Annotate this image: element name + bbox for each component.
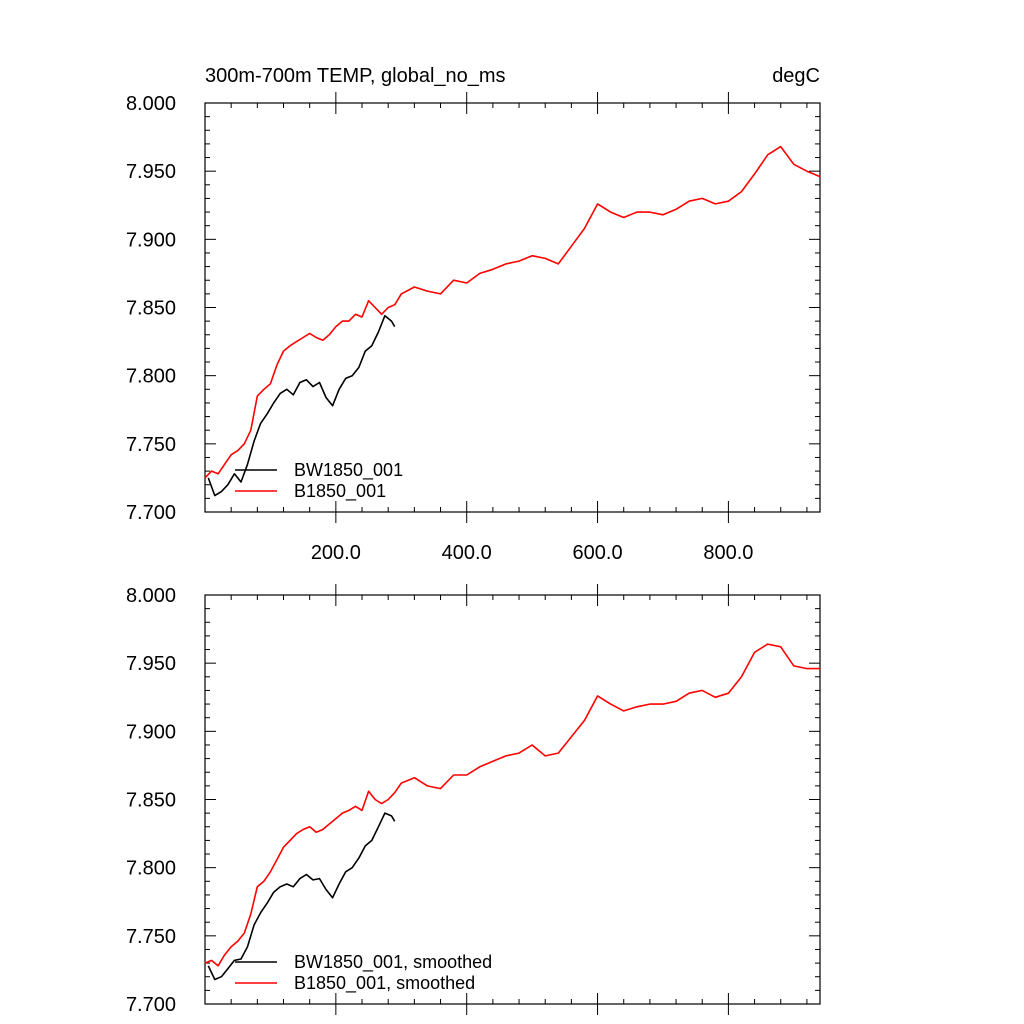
y-tick-label: 7.700 [126, 994, 176, 1016]
units-label: degC [772, 65, 820, 87]
x-tick-label: 200.0 [311, 542, 361, 564]
y-tick-label: 7.800 [126, 858, 176, 880]
y-tick-label: 7.900 [126, 721, 176, 743]
plot-frame [204, 594, 821, 1005]
y-tick-label: 7.850 [126, 298, 176, 320]
bottom-panel: 7.700 7.750 7.800 7.850 7.900 7.950 8.000 BW185… [126, 584, 821, 1016]
top-panel: 7.700 7.750 7.800 7.850 7.900 7.950 8.000 200.0… [126, 92, 821, 564]
y-tick-label: 8.000 [126, 585, 176, 607]
legend-label: B1850_001 [294, 481, 386, 502]
y-tick-label: 7.750 [126, 434, 176, 456]
y-tick-label: 7.900 [126, 229, 176, 251]
chart-title: 300m-700m TEMP, global_no_ms [205, 65, 506, 87]
legend-label: BW1850_001 [294, 460, 403, 481]
y-tick-label: 7.800 [126, 366, 176, 388]
x-tick-label: 400.0 [442, 542, 492, 564]
legend-label: BW1850_001, smoothed [294, 952, 492, 973]
x-tick-label: 600.0 [573, 542, 623, 564]
y-tick-label: 7.950 [126, 161, 176, 183]
x-tick-label: 800.0 [703, 542, 753, 564]
y-tick-label: 7.950 [126, 653, 176, 675]
series-line-b1850-001 [204, 145, 821, 479]
series-line-bw1850-001 [207, 314, 396, 497]
legend-label: B1850_001, smoothed [294, 973, 475, 994]
series-line-bw1850-001-smoothed [207, 812, 396, 981]
y-tick-label: 7.850 [126, 790, 176, 812]
y-tick-label: 8.000 [126, 93, 176, 115]
series-line-b1850-001-smoothed [204, 643, 820, 967]
y-tick-label: 7.700 [126, 502, 176, 524]
plot-frame [204, 102, 821, 513]
y-tick-label: 7.750 [126, 926, 176, 948]
